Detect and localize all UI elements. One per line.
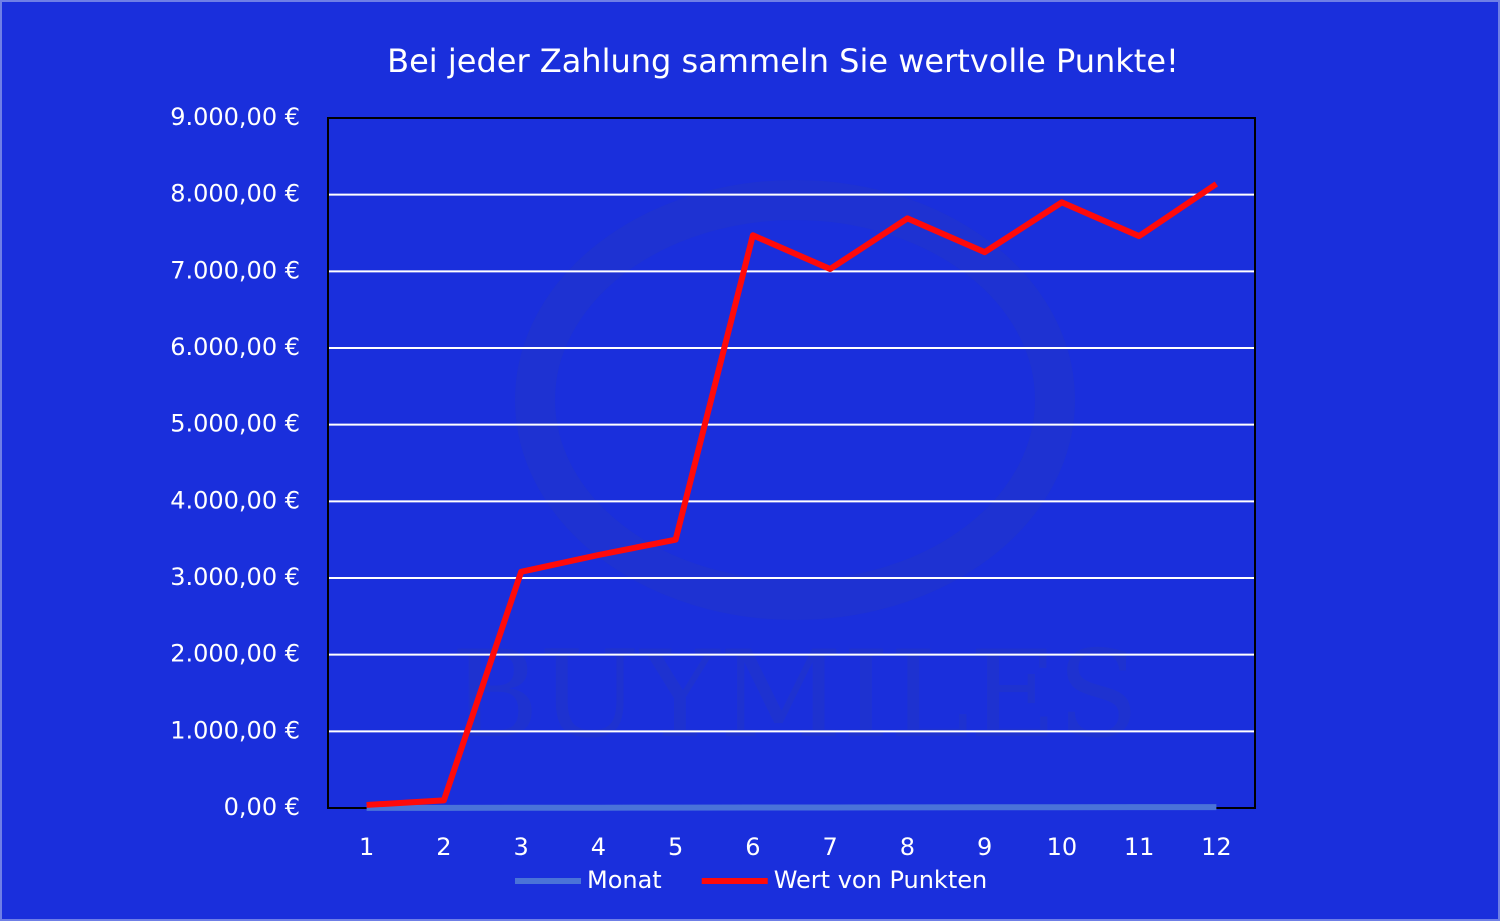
x-tick-label: 8 (900, 833, 915, 861)
y-tick-label: 2.000,00 € (170, 640, 300, 668)
x-tick-label: 11 (1124, 833, 1155, 861)
y-tick-label: 1.000,00 € (170, 716, 300, 744)
x-tick-label: 2 (436, 833, 451, 861)
x-tick-label: 4 (591, 833, 606, 861)
legend-label: Wert von Punkten (774, 866, 987, 894)
series-line (366, 804, 1217, 811)
x-tick-label: 9 (977, 833, 992, 861)
x-tick-label: 3 (513, 833, 528, 861)
series-line (366, 181, 1219, 808)
chart-title: Bei jeder Zahlung sammeln Sie wertvolle … (387, 42, 1179, 80)
x-tick-label: 10 (1047, 833, 1078, 861)
y-tick-label: 7.000,00 € (170, 256, 300, 284)
x-tick-label: 12 (1201, 833, 1232, 861)
y-tick-label: 4.000,00 € (170, 486, 300, 514)
y-tick-label: 9.000,00 € (170, 103, 300, 131)
y-tick-label: 6.000,00 € (170, 333, 300, 361)
x-tick-label: 7 (822, 833, 837, 861)
y-tick-label: 0,00 € (224, 793, 300, 821)
x-tick-label: 5 (668, 833, 683, 861)
legend-label: Monat (587, 866, 662, 894)
y-tick-label: 8.000,00 € (170, 180, 300, 208)
y-tick-label: 5.000,00 € (170, 410, 300, 438)
watermark-logo (515, 180, 1075, 620)
y-tick-label: 3.000,00 € (170, 563, 300, 591)
watermark: BUYMILES (451, 626, 1139, 765)
x-tick-label: 1 (359, 833, 374, 861)
x-tick-label: 6 (745, 833, 760, 861)
